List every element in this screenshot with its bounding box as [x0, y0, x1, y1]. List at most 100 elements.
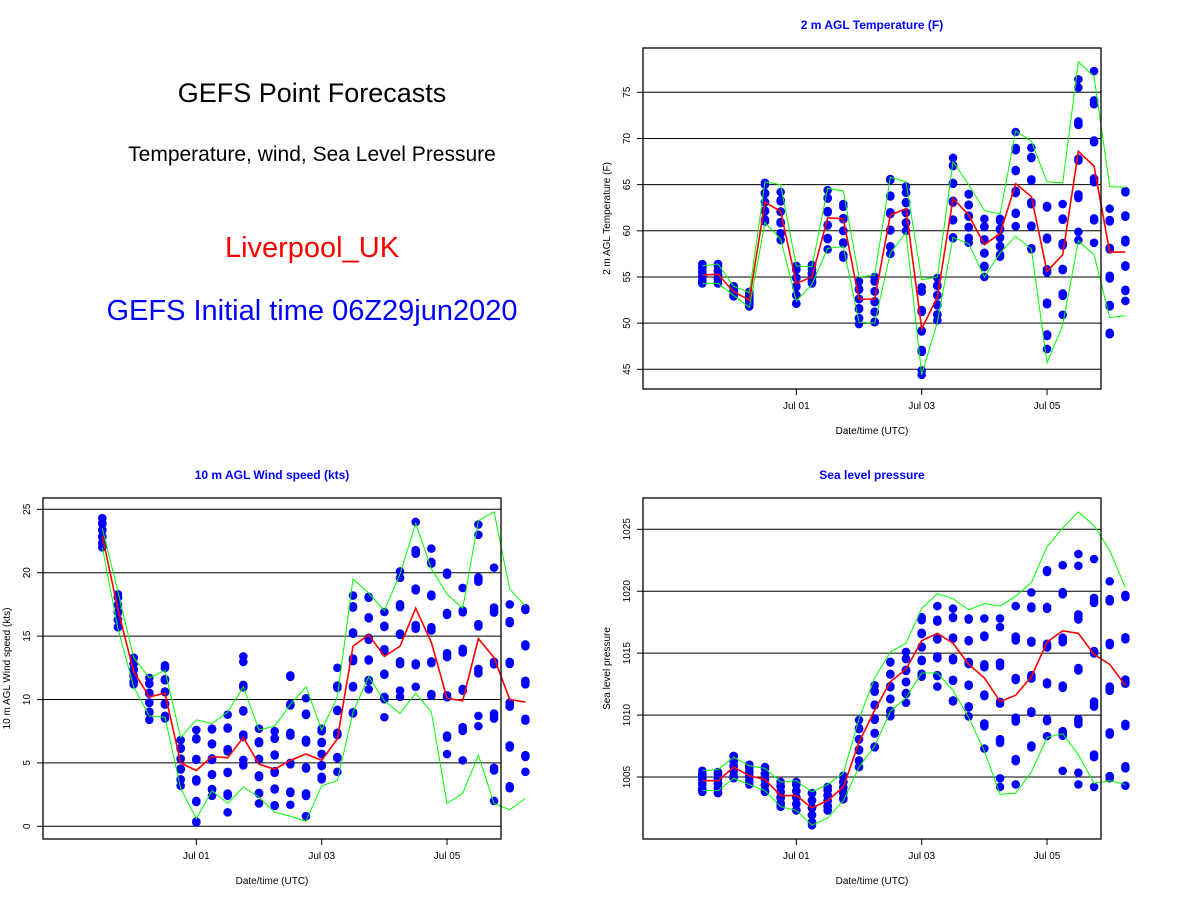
- ensemble-member-point: [1089, 646, 1099, 656]
- ensemble-member-point: [901, 217, 911, 227]
- ensemble-member-point: [1105, 215, 1115, 225]
- ensemble-member-point: [442, 608, 452, 618]
- ensemble-member-point: [1074, 83, 1083, 92]
- ensemble-member-point: [1121, 781, 1130, 790]
- ensemble-member-point: [160, 711, 170, 721]
- ensemble-member-point: [395, 686, 405, 695]
- ensemble-member-point: [223, 723, 232, 732]
- lower-envelope-line: [702, 221, 1126, 375]
- ensemble-member-point: [1058, 726, 1068, 736]
- ensemble-member-point: [1011, 713, 1020, 722]
- ensemble-member-point: [427, 544, 436, 553]
- ensemble-member-point: [1011, 673, 1020, 683]
- ensemble-member-point: [254, 788, 264, 798]
- ensemble-member-point: [839, 250, 848, 260]
- ensemble-member-point: [854, 277, 864, 286]
- ensemble-member-point: [1074, 714, 1083, 724]
- ensemble-member-point: [948, 653, 958, 663]
- ensemble-member-point: [1011, 754, 1020, 764]
- ensemble-member-point: [886, 669, 895, 679]
- ensemble-member-point: [1027, 588, 1036, 597]
- ensemble-member-point: [901, 677, 911, 686]
- ensemble-member-point: [1105, 638, 1115, 648]
- ensemble-member-point: [886, 657, 895, 667]
- ensemble-member-point: [1074, 190, 1083, 199]
- plot-frame: [642, 497, 1102, 840]
- ensemble-member-point: [489, 563, 499, 572]
- ensemble-member-point: [286, 671, 295, 680]
- ensemble-member-point: [901, 182, 911, 191]
- ensemble-member-point: [980, 214, 989, 224]
- ensemble-member-point: [870, 272, 879, 282]
- ensemble-member-point: [239, 730, 248, 739]
- y-tick-label: 20: [22, 567, 33, 579]
- ensemble-member-point: [948, 675, 958, 685]
- y-tick-label: 55: [622, 271, 633, 283]
- ensemble-member-point: [1089, 554, 1099, 564]
- ensemble-member-point: [1042, 731, 1052, 741]
- upper-envelope-line: [702, 511, 1126, 793]
- ensemble-member-point: [348, 601, 358, 611]
- ensemble-member-point: [301, 735, 311, 745]
- ensemble-mean-line: [702, 149, 1126, 332]
- ensemble-member-point: [333, 752, 342, 762]
- ensemble-member-point: [505, 600, 515, 609]
- ensemble-member-point: [489, 709, 499, 718]
- ensemble-mean-line: [101, 535, 526, 772]
- ensemble-member-point: [1058, 289, 1068, 298]
- ensemble-member-point: [254, 799, 264, 808]
- location-label: Liverpool_UK: [224, 232, 400, 264]
- lower-envelope-line: [101, 547, 526, 822]
- ensemble-member-point: [1058, 766, 1068, 776]
- ensemble-member-point: [489, 603, 499, 612]
- ensemble-member-point: [933, 634, 942, 643]
- ensemble-member-point: [823, 233, 832, 243]
- y-tick-label: 25: [22, 503, 33, 515]
- ensemble-member-point: [474, 721, 483, 731]
- ensemble-member-point: [239, 706, 248, 715]
- ensemble-member-point: [948, 604, 958, 613]
- ensemble-member-point: [995, 658, 1005, 667]
- x-tick-label: Jul 03: [908, 401, 935, 412]
- ensemble-member-point: [807, 810, 817, 820]
- ensemble-member-point: [176, 781, 185, 791]
- ensemble-member-point: [521, 714, 530, 724]
- y-tick-label: 70: [622, 132, 633, 144]
- ensemble-member-point: [1074, 768, 1083, 778]
- ensemble-member-point: [348, 681, 358, 691]
- ensemble-member-point: [1042, 714, 1052, 724]
- ensemble-member-point: [333, 681, 342, 690]
- ensemble-member-point: [395, 629, 405, 638]
- ensemble-member-point: [1121, 761, 1130, 771]
- ensemble-member-point: [917, 612, 926, 622]
- ensemble-member-point: [176, 735, 185, 745]
- ensemble-member-point: [286, 800, 295, 810]
- ensemble-member-point: [1105, 204, 1115, 213]
- page-subtitle: Temperature, wind, Sea Level Pressure: [128, 143, 496, 166]
- upper-envelope-line: [101, 511, 526, 739]
- ensemble-member-point: [1105, 682, 1115, 691]
- ensemble-member-point: [521, 767, 530, 777]
- ensemble-member-point: [333, 663, 342, 673]
- ensemble-member-point: [395, 599, 405, 609]
- ensemble-member-point: [1121, 285, 1130, 295]
- ensemble-member-point: [1089, 214, 1099, 223]
- ensemble-member-point: [870, 286, 879, 296]
- ensemble-member-point: [145, 707, 154, 717]
- ensemble-member-point: [160, 660, 170, 670]
- y-tick-label: 75: [622, 86, 633, 98]
- ensemble-member-point: [1011, 780, 1020, 789]
- ensemble-member-point: [270, 800, 279, 810]
- ensemble-member-point: [1027, 741, 1036, 750]
- ensemble-member-point: [1011, 208, 1020, 218]
- ensemble-member-point: [839, 771, 848, 781]
- ensemble-member-point: [1121, 590, 1130, 600]
- ensemble-member-point: [1011, 221, 1020, 231]
- ensemble-member-point: [505, 616, 515, 626]
- y-tick-label: 10: [22, 694, 33, 706]
- ensemble-member-point: [505, 741, 515, 750]
- y-tick-label: 1015: [622, 642, 633, 665]
- ensemble-member-point: [917, 282, 926, 292]
- ensemble-member-point: [380, 692, 389, 702]
- ensemble-member-point: [901, 197, 911, 207]
